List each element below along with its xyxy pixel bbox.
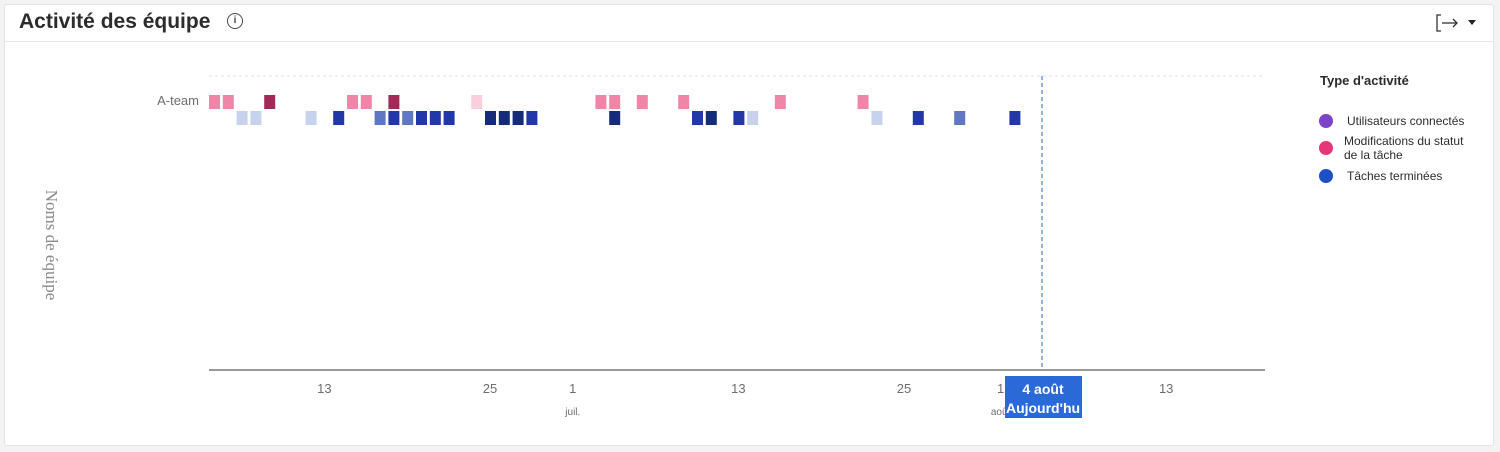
completed-task-mark[interactable] bbox=[1009, 111, 1021, 125]
month-label: juil. bbox=[564, 407, 580, 418]
completed-task-mark[interactable] bbox=[692, 111, 703, 125]
legend-swatch[interactable] bbox=[1319, 114, 1333, 128]
completed-task-mark[interactable] bbox=[733, 111, 745, 125]
status-change-mark[interactable] bbox=[222, 95, 234, 109]
export-arrow-icon bbox=[1436, 14, 1476, 32]
completed-task-mark[interactable] bbox=[512, 111, 524, 125]
x-tick-label: 25 bbox=[483, 381, 497, 396]
today-label: Aujourd'hu bbox=[1006, 400, 1080, 416]
legend-swatch[interactable] bbox=[1319, 141, 1333, 155]
card-title: Activité des équipe bbox=[19, 10, 211, 33]
completed-task-mark[interactable] bbox=[871, 111, 883, 125]
completed-task-mark[interactable] bbox=[526, 111, 538, 125]
completed-task-mark[interactable] bbox=[705, 111, 717, 125]
status-change-mark[interactable] bbox=[857, 95, 869, 109]
card-header: Activité des équipe i bbox=[5, 5, 1493, 42]
status-change-mark[interactable] bbox=[774, 95, 786, 109]
completed-task-mark[interactable] bbox=[429, 111, 441, 125]
x-tick-label: 1 bbox=[997, 381, 1004, 396]
status-change-mark[interactable] bbox=[388, 95, 400, 109]
info-icon[interactable]: i bbox=[227, 13, 243, 29]
completed-task-mark[interactable] bbox=[250, 111, 262, 125]
x-tick-label: 25 bbox=[897, 381, 911, 396]
month-label: août bbox=[991, 407, 1011, 418]
legend-label[interactable]: Modifications du statut bbox=[1344, 134, 1464, 148]
completed-task-mark[interactable] bbox=[236, 111, 248, 125]
status-change-mark[interactable] bbox=[678, 95, 690, 109]
legend-label[interactable]: Utilisateurs connectés bbox=[1347, 114, 1464, 128]
x-tick-label: 13 bbox=[731, 381, 745, 396]
x-tick-label: 13 bbox=[317, 381, 331, 396]
today-badge bbox=[1005, 376, 1082, 418]
status-change-mark[interactable] bbox=[209, 95, 220, 109]
today-date-label: 4 août bbox=[1022, 381, 1064, 397]
status-change-mark[interactable] bbox=[636, 95, 648, 109]
completed-task-mark[interactable] bbox=[747, 111, 759, 125]
completed-task-mark[interactable] bbox=[485, 111, 496, 125]
completed-task-mark[interactable] bbox=[609, 111, 621, 125]
status-change-mark[interactable] bbox=[347, 95, 358, 109]
x-tick-label: 13 bbox=[1159, 381, 1173, 396]
completed-task-mark[interactable] bbox=[443, 111, 455, 125]
completed-task-mark[interactable] bbox=[416, 111, 427, 125]
completed-task-mark[interactable] bbox=[388, 111, 400, 125]
y-axis-label: Noms de équipe bbox=[42, 190, 61, 300]
legend-title: Type d'activité bbox=[1320, 73, 1409, 88]
completed-task-mark[interactable] bbox=[374, 111, 386, 125]
legend-label[interactable]: Tâches terminées bbox=[1347, 169, 1442, 183]
legend-label-continued[interactable]: de la tâche bbox=[1344, 148, 1403, 162]
completed-task-mark[interactable] bbox=[333, 111, 345, 125]
completed-task-mark[interactable] bbox=[954, 111, 966, 125]
completed-task-mark[interactable] bbox=[402, 111, 414, 125]
status-change-mark[interactable] bbox=[609, 95, 621, 109]
completed-task-mark[interactable] bbox=[305, 111, 317, 125]
completed-task-mark[interactable] bbox=[912, 111, 924, 125]
caret-down-icon bbox=[1468, 20, 1476, 25]
export-menu-button[interactable] bbox=[1435, 11, 1479, 35]
legend-swatch[interactable] bbox=[1319, 169, 1333, 183]
status-change-mark[interactable] bbox=[360, 95, 372, 109]
category-label: A-team bbox=[157, 93, 199, 108]
status-change-mark[interactable] bbox=[264, 95, 276, 109]
x-tick-label: 1 bbox=[569, 381, 576, 396]
team-activity-card: Activité des équipe i bbox=[4, 4, 1494, 446]
status-change-mark[interactable] bbox=[471, 95, 483, 109]
completed-task-mark[interactable] bbox=[498, 111, 510, 125]
status-change-mark[interactable] bbox=[595, 95, 607, 109]
